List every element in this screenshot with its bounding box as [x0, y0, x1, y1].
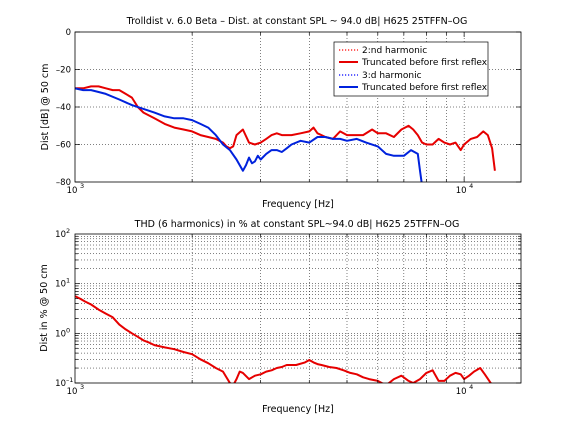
y-tick-label: –80 [56, 178, 71, 188]
y-tick-label: 10 [55, 230, 66, 240]
chart2-ylabel: Dist in % @ 50 cm [39, 264, 50, 351]
series-line-2-0 [75, 295, 493, 383]
y-tick-label: –20 [56, 66, 71, 76]
chart-thd-percent: THD (6 harmonics) in % at constant SPL~9… [39, 219, 522, 415]
x-tick-label-exponent: 4 [469, 182, 473, 190]
x-tick-label: 10 [67, 186, 78, 196]
chart2-frame [74, 233, 522, 384]
chart1-ticks: 10 3 10 40–20–40–60–80 [56, 28, 521, 196]
y-tick-label-exponent: 2 [66, 227, 70, 235]
chart1-legend: 2:nd harmonic Truncated before first ref… [333, 41, 489, 97]
y-tick-label-exponent: –1 [66, 376, 73, 384]
series-line-1-3 [75, 87, 423, 182]
y-tick-label: 0 [66, 28, 71, 38]
chart-distortion-db: Trolldist v. 6.0 Beta – Dist. at constan… [40, 16, 522, 210]
chart1-ylabel: Dist [dB] @ 50 cm [40, 64, 51, 151]
chart1-xlabel: Frequency [Hz] [262, 199, 334, 210]
chart2-grid [75, 234, 521, 383]
y-tick-label-exponent: 1 [66, 277, 70, 285]
y-tick-label: –40 [56, 103, 71, 113]
chart1-title: Trolldist v. 6.0 Beta – Dist. at constan… [126, 16, 468, 27]
x-tick-label-exponent: 3 [80, 182, 84, 190]
y-tick-label: –60 [56, 141, 71, 151]
y-tick-label-exponent: 0 [66, 326, 70, 334]
legend-label-3d-harmonic: 3:d harmonic [362, 71, 422, 81]
chart2-ticks: 10 3 10 410 210 110 010 –1 [55, 227, 521, 397]
x-tick-label: 10 [67, 387, 78, 397]
chart2-xlabel: Frequency [Hz] [262, 404, 334, 415]
y-tick-label: 10 [55, 379, 66, 389]
chart2-plot-area [75, 234, 521, 383]
y-tick-label: 10 [55, 280, 66, 290]
x-tick-label: 10 [456, 387, 467, 397]
legend-label-truncated-red: Truncated before first reflex [361, 58, 488, 68]
chart1-series [75, 85, 496, 182]
chart2-series [75, 295, 493, 383]
legend-label-2nd-harmonic: 2:nd harmonic [362, 46, 427, 56]
y-tick-label: 10 [55, 329, 66, 339]
x-tick-label: 10 [456, 186, 467, 196]
legend-label-truncated-blue: Truncated before first reflex [361, 83, 488, 93]
chart2-title: THD (6 harmonics) in % at constant SPL~9… [134, 219, 460, 230]
x-tick-label-exponent: 4 [469, 383, 473, 391]
series-line-1-1 [75, 85, 496, 171]
legend-box [333, 41, 489, 97]
x-tick-label-exponent: 3 [80, 383, 84, 391]
